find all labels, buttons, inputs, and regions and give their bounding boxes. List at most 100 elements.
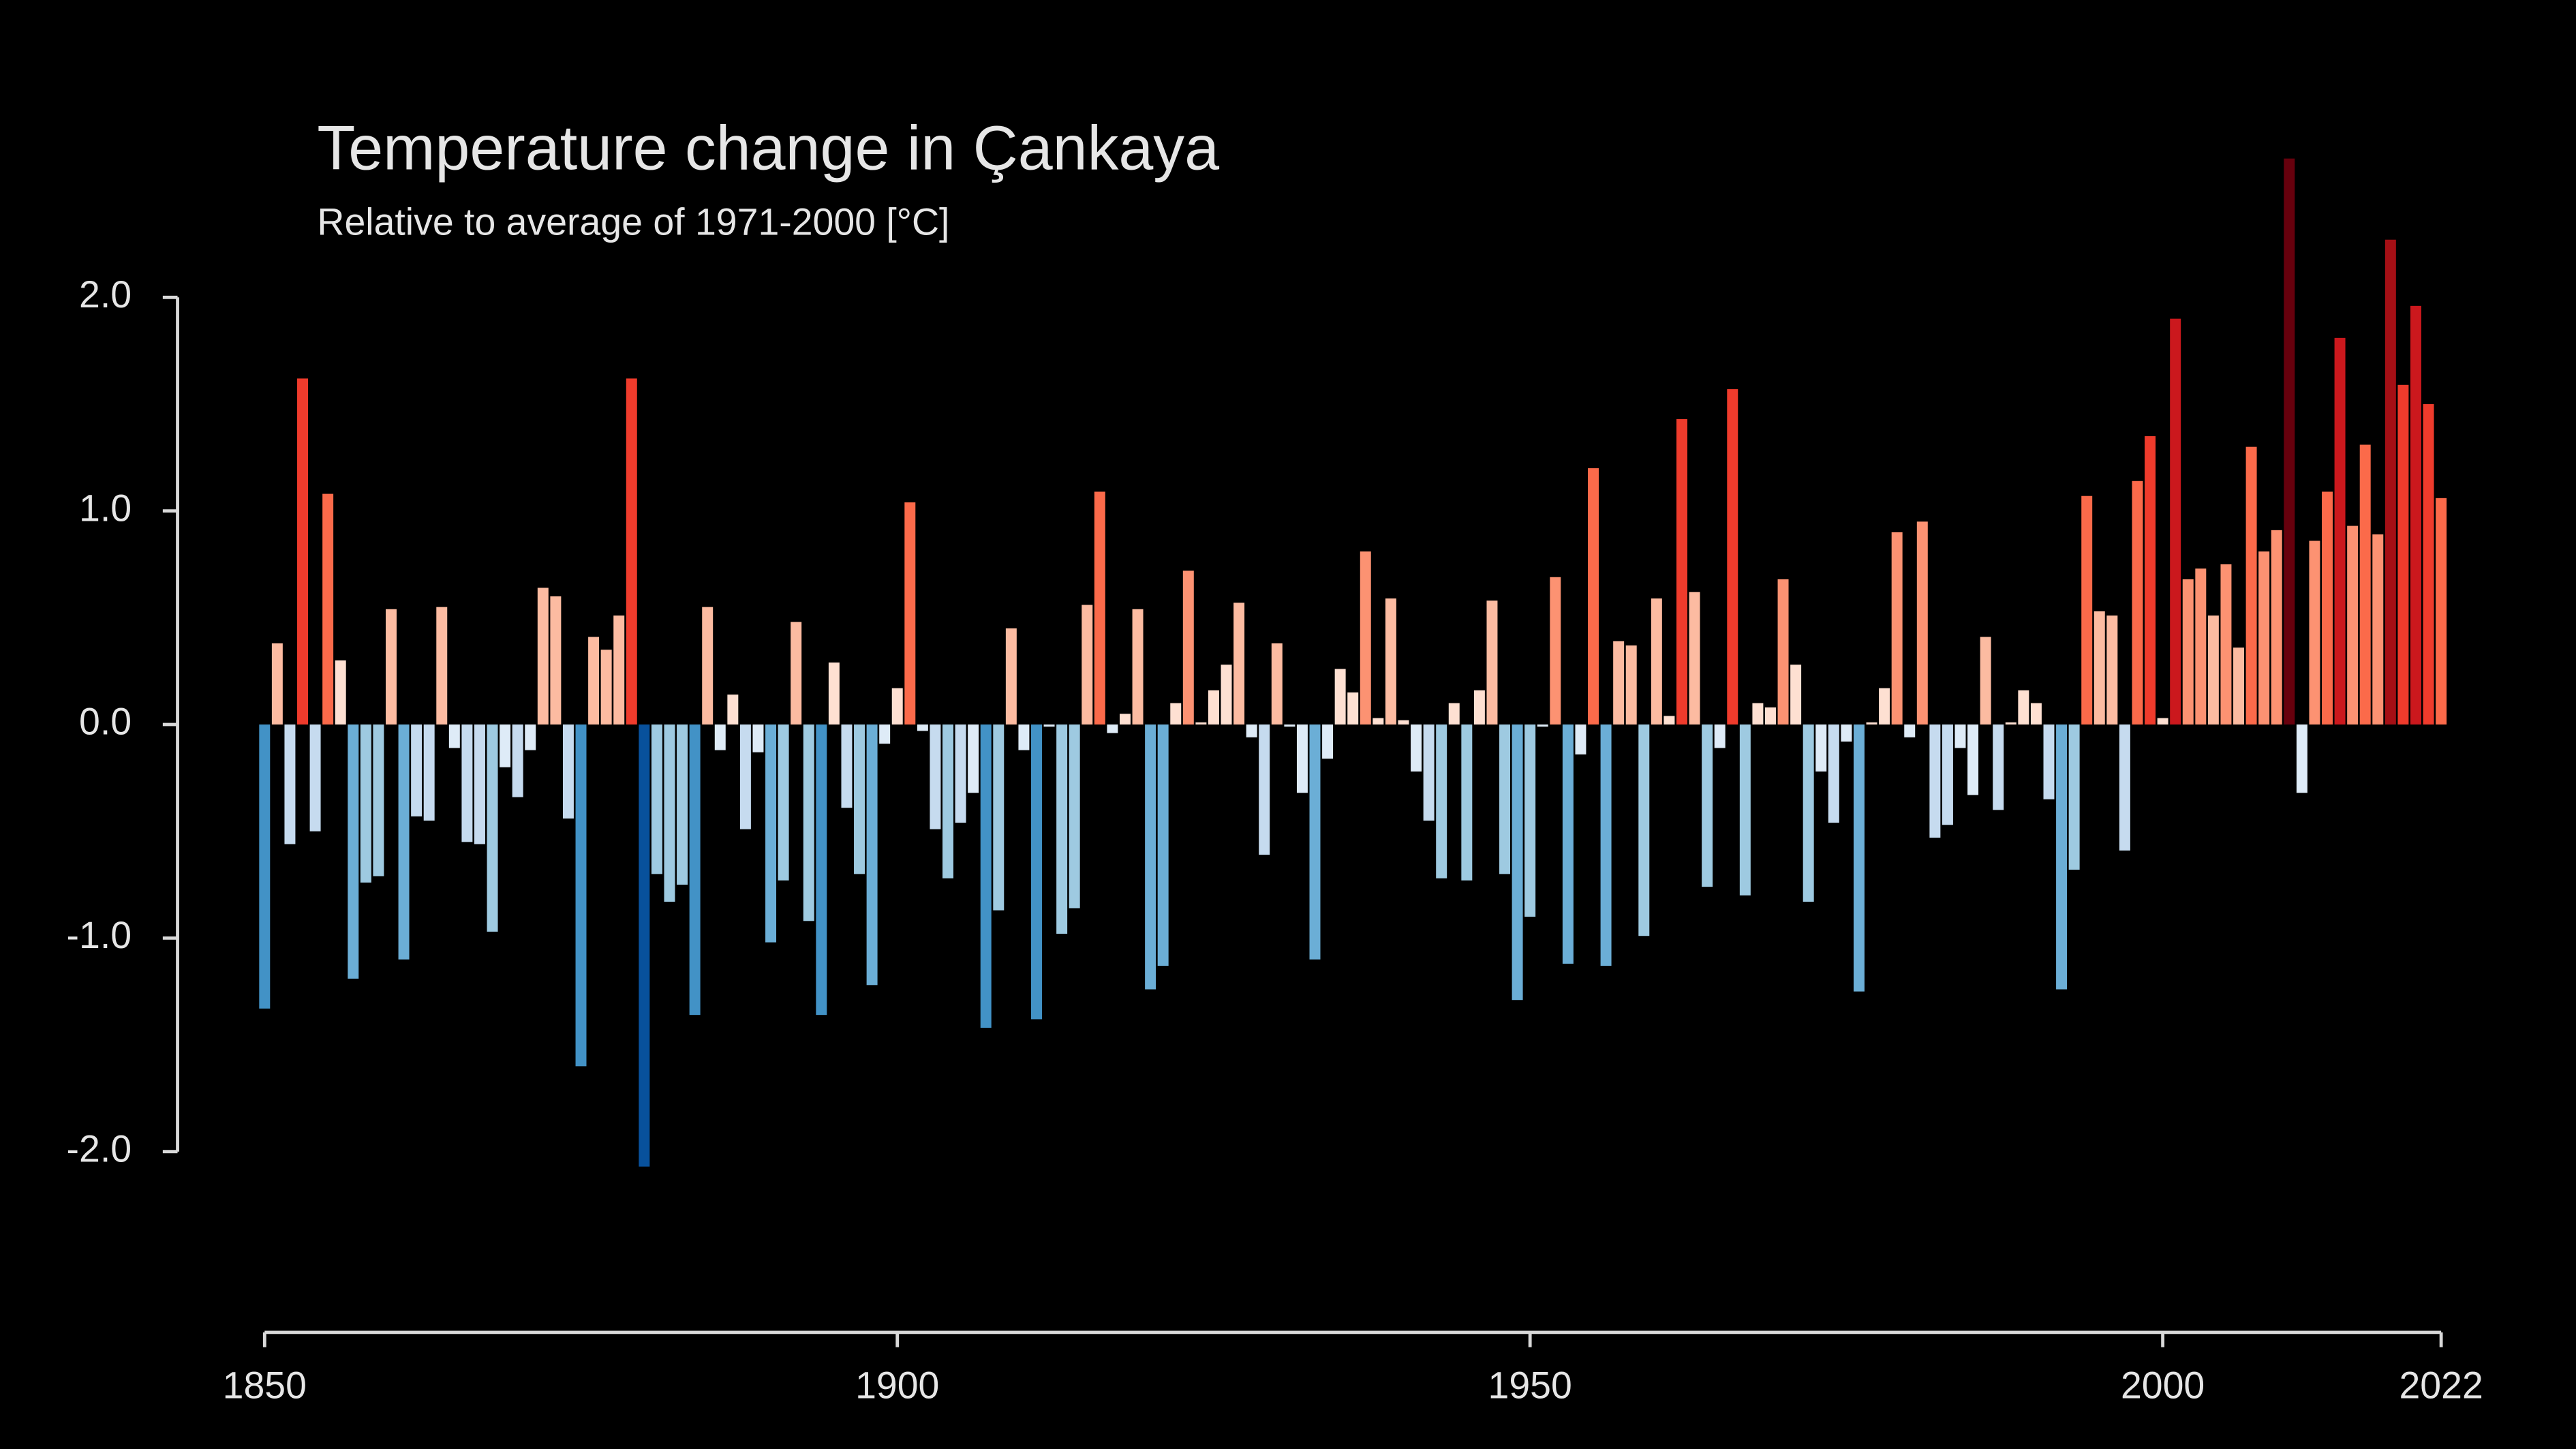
bar (1411, 724, 1422, 772)
bar (335, 660, 346, 724)
bar (752, 724, 764, 752)
bar (1309, 724, 1321, 960)
bar (2423, 403, 2434, 724)
bar (500, 724, 511, 767)
x-tick-label: 2000 (2121, 1364, 2205, 1406)
bar (1448, 703, 1460, 724)
bar (2195, 568, 2207, 724)
bar (461, 724, 473, 842)
bar (373, 724, 384, 876)
bar (562, 724, 574, 819)
bar (1182, 570, 1194, 724)
bar (1512, 724, 1523, 1001)
chart-title: Temperature change in Çankaya (317, 113, 1219, 183)
bar (1702, 724, 1713, 887)
bar (1347, 692, 1359, 724)
bar (1499, 724, 1511, 874)
bar (550, 596, 562, 724)
bar (816, 724, 827, 1016)
bar (1157, 724, 1169, 966)
bar (1259, 724, 1270, 855)
bar (348, 724, 359, 979)
bar (297, 378, 308, 724)
bar (1271, 643, 1283, 724)
bar (1967, 724, 1979, 795)
bar (639, 724, 650, 1167)
bar (2220, 564, 2232, 724)
bar (600, 650, 612, 724)
bar (1651, 598, 1662, 724)
bar (739, 724, 751, 829)
bar (1954, 724, 1966, 748)
bar (2119, 724, 2130, 851)
bar (1233, 603, 1245, 724)
bar (2056, 724, 2068, 990)
bar (1588, 468, 1599, 724)
bar (1145, 724, 1156, 990)
bar (1296, 724, 1308, 793)
bar (512, 724, 523, 797)
bar (2397, 384, 2409, 724)
bar (1638, 724, 1650, 936)
bar (537, 588, 549, 724)
bar (904, 502, 916, 724)
bar (1043, 724, 1055, 727)
bar (575, 724, 587, 1067)
bar (2157, 718, 2168, 724)
bar (1575, 724, 1586, 754)
bar (613, 615, 625, 724)
bar (1879, 688, 1890, 724)
bar (1461, 724, 1473, 881)
bar (423, 724, 435, 821)
bar (2410, 305, 2421, 724)
bar (866, 724, 878, 986)
bar (1334, 669, 1346, 724)
bar (2322, 491, 2333, 724)
bar (1916, 521, 1928, 724)
bar (1423, 724, 1435, 821)
y-tick-label: -2.0 (67, 1127, 132, 1170)
bar (803, 724, 814, 921)
x-tick-label: 1900 (855, 1364, 939, 1406)
bar (448, 724, 460, 748)
bar (1524, 724, 1536, 917)
bar (1221, 665, 1232, 724)
bar (1132, 609, 1144, 724)
bar (525, 724, 536, 750)
bar (2309, 540, 2320, 724)
bar (2170, 318, 2181, 724)
bar (664, 724, 675, 902)
bar (2233, 647, 2245, 724)
bar (1398, 720, 1409, 724)
bar (2372, 534, 2384, 724)
bar (714, 724, 726, 750)
bar (1689, 592, 1700, 724)
bar (2385, 239, 2396, 724)
bar (259, 724, 271, 1009)
bar (1031, 724, 1042, 1020)
bar (891, 688, 903, 724)
bar (1739, 724, 1751, 896)
bar (677, 724, 688, 885)
bar (1284, 724, 1295, 727)
bar (1005, 628, 1017, 724)
bar (2245, 446, 2257, 724)
bar (2081, 495, 2093, 724)
bar (2359, 444, 2371, 724)
bar (1373, 718, 1384, 724)
y-tick-label: -1.0 (67, 914, 132, 956)
bar (1056, 724, 1068, 934)
bar (1714, 724, 1726, 748)
bar (841, 724, 853, 808)
bar (2043, 724, 2055, 799)
bar (1942, 724, 1953, 825)
bar (1993, 724, 2004, 810)
bar (1904, 724, 1916, 737)
bar (930, 724, 941, 829)
bar (2106, 615, 2118, 724)
bar (398, 724, 410, 960)
bar (2271, 530, 2282, 724)
bar (1764, 707, 1776, 724)
bar (1853, 724, 1865, 992)
bar (1790, 665, 1802, 724)
